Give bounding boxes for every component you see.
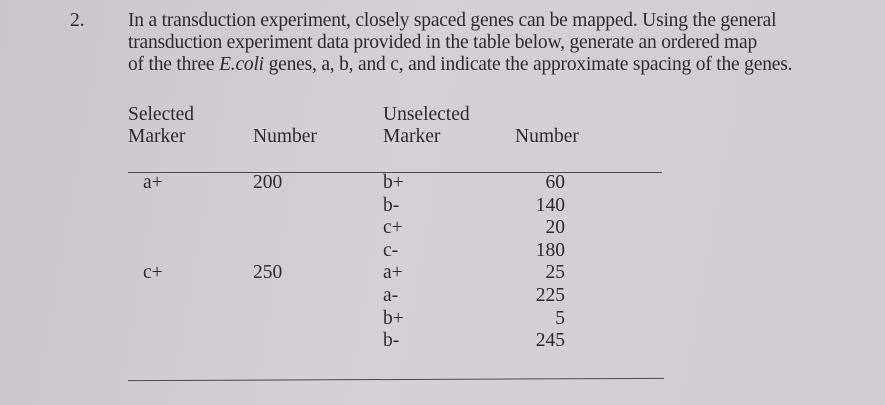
unselected-number: 60: [545, 172, 566, 193]
question-line: of the three E.coli genes, a, b, and c, …: [128, 54, 792, 76]
header-text: Unselected: [383, 104, 470, 125]
question-line: In a transduction experiment, closely sp…: [128, 10, 777, 31]
text: of the three: [128, 54, 220, 75]
unselected-number: 225: [535, 285, 565, 306]
header-number: Number: [253, 126, 317, 147]
table-bottom-rule: [128, 377, 664, 382]
unselected-marker: b+: [383, 307, 404, 329]
question-number: 2.: [70, 10, 85, 31]
header-number: Number: [515, 126, 579, 147]
species-name: E.coli: [219, 54, 264, 75]
selected-marker: a+: [143, 172, 163, 193]
header-text: Marker: [128, 126, 186, 147]
question-text: In a transduction experiment, closely sp…: [128, 10, 792, 76]
unselected-number: 5: [555, 307, 565, 329]
unselected-marker: c-: [383, 239, 399, 261]
header-text: Marker: [383, 126, 441, 147]
unselected-number: 140: [535, 194, 565, 216]
unselected-number: 180: [535, 239, 565, 261]
unselected-marker: b-: [383, 194, 400, 216]
unselected-marker: a+: [383, 262, 403, 284]
selected-marker: c+: [143, 262, 163, 284]
table-top-rule: [128, 172, 662, 173]
unselected-marker: b-: [383, 330, 400, 352]
text: genes, a, b, and c, and indicate the app…: [263, 54, 793, 75]
selected-number: 200: [253, 172, 283, 193]
unselected-marker: c+: [383, 217, 403, 239]
unselected-number: 245: [535, 330, 565, 352]
header-selected-marker: Selected Marker: [128, 104, 194, 148]
selected-number: 250: [253, 262, 283, 284]
header-unselected-marker: Unselected Marker: [383, 104, 470, 148]
header-text: Selected: [128, 104, 195, 125]
unselected-number: 20: [545, 217, 566, 239]
question-line: transduction experiment data provided in…: [128, 32, 758, 53]
unselected-marker: a-: [383, 285, 399, 306]
unselected-marker: b+: [383, 172, 404, 193]
unselected-number: 25: [545, 262, 566, 284]
